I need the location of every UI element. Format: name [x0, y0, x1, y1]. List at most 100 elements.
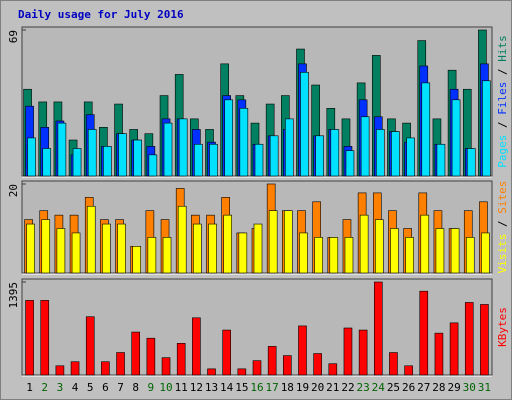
bar: [163, 122, 173, 177]
bar: [329, 237, 339, 274]
bar: [148, 154, 158, 177]
x-tick-label: 16: [250, 381, 263, 394]
bar: [405, 237, 414, 274]
bar: [298, 325, 307, 376]
bar: [284, 210, 293, 274]
bar: [176, 343, 186, 376]
bar: [268, 210, 278, 274]
bar: [436, 143, 446, 177]
bar: [374, 219, 384, 274]
bar: [27, 137, 36, 177]
bar: [450, 228, 460, 274]
bar: [253, 223, 263, 274]
bar: [343, 327, 353, 376]
bar: [222, 329, 231, 376]
legend-separator: /: [496, 62, 509, 82]
x-tick-label: 23: [357, 381, 370, 394]
x-tick-label: 11: [175, 381, 188, 394]
bar: [267, 346, 277, 376]
x-tick-label: 24: [372, 381, 386, 394]
legend-entry: Hits: [496, 35, 509, 62]
x-tick-label: 5: [87, 381, 94, 394]
x-tick-label: 4: [72, 381, 79, 394]
bar: [193, 223, 202, 274]
legend-entry: Sites: [496, 181, 509, 214]
bar: [87, 129, 97, 177]
x-tick-label: 20: [311, 381, 324, 394]
bar: [466, 148, 476, 177]
x-tick-label: 25: [387, 381, 400, 394]
bar: [42, 148, 52, 177]
bar: [404, 365, 413, 376]
bar: [162, 237, 172, 274]
bar: [285, 118, 294, 177]
bar: [146, 337, 156, 376]
legend-separator: /: [496, 115, 509, 135]
bar: [299, 232, 308, 274]
bar: [40, 300, 50, 376]
bar: [70, 361, 80, 376]
bar: [344, 237, 354, 274]
x-tick-label: 10: [159, 381, 172, 394]
x-tick-label: 15: [235, 381, 248, 394]
bar: [41, 219, 51, 274]
bar: [25, 300, 34, 376]
bar: [208, 223, 217, 274]
bar: [328, 363, 338, 376]
bar: [465, 237, 475, 274]
bar: [101, 361, 110, 376]
bar: [71, 232, 81, 274]
x-tick-label: 26: [402, 381, 415, 394]
bar: [117, 223, 126, 274]
bar: [480, 304, 489, 376]
x-tick-label: 31: [478, 381, 491, 394]
bar: [406, 137, 415, 177]
chart-title: Daily usage for July 2016: [18, 8, 184, 21]
bar: [239, 107, 249, 177]
bar: [269, 135, 279, 177]
bar: [177, 205, 187, 274]
x-tick-label: 30: [463, 381, 476, 394]
legend-entry: Pages: [496, 135, 509, 168]
y-tick-label: 20: [7, 184, 20, 197]
x-tick-label: 3: [57, 381, 64, 394]
bar: [72, 148, 82, 177]
bar: [238, 232, 248, 274]
bar: [358, 329, 368, 376]
bar: [224, 99, 233, 177]
x-tick-label: 18: [281, 381, 294, 394]
bar: [207, 368, 216, 376]
x-tick-label: 28: [432, 381, 445, 394]
bar: [192, 317, 201, 376]
bar: [178, 118, 188, 177]
panel: [21, 278, 493, 376]
bar: [237, 368, 247, 376]
legend-separator: /: [496, 214, 509, 234]
bar: [482, 80, 491, 177]
bar: [359, 214, 369, 274]
bar: [451, 99, 461, 177]
bar: [102, 223, 111, 274]
legend: KBytes: [496, 307, 509, 347]
x-tick-label: 8: [132, 381, 139, 394]
y-tick-label: 69: [7, 30, 20, 43]
bar: [419, 290, 429, 376]
bar: [421, 82, 431, 177]
bar: [435, 228, 445, 274]
bar: [55, 365, 65, 376]
bar: [360, 116, 370, 177]
y-tick-label: 1395: [7, 282, 20, 309]
bar: [85, 316, 95, 376]
bar: [147, 237, 157, 274]
bar: [118, 133, 127, 177]
x-tick-label: 27: [417, 381, 430, 394]
x-tick-label: 13: [205, 381, 218, 394]
bar: [375, 129, 385, 177]
bar: [434, 332, 444, 376]
bar: [132, 246, 142, 274]
bar: [254, 143, 264, 177]
bar: [330, 129, 340, 177]
x-tick-label: 19: [296, 381, 309, 394]
x-tick-label: 1: [26, 381, 33, 394]
bar: [161, 357, 171, 376]
